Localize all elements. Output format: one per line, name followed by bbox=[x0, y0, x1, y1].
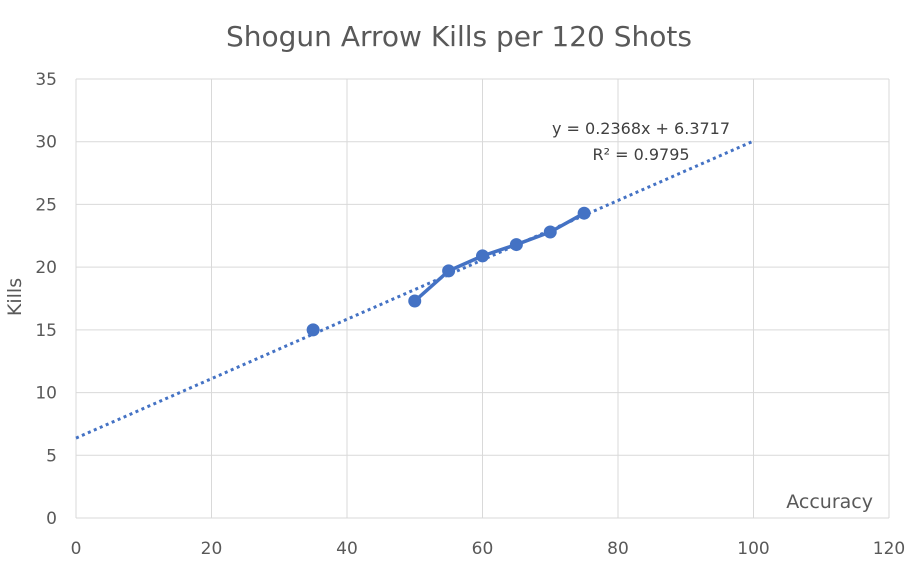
y-axis-tick-labels: 0 5 10 15 20 25 30 35 bbox=[35, 70, 57, 529]
x-tick-label: 100 bbox=[737, 539, 769, 559]
x-axis-tick-labels: 0 20 40 60 80 100 120 bbox=[71, 539, 906, 559]
y-tick-label: 0 bbox=[46, 509, 57, 529]
y-tick-label: 35 bbox=[35, 70, 57, 90]
y-tick-label: 5 bbox=[46, 446, 57, 466]
data-point bbox=[442, 264, 456, 278]
y-tick-label: 20 bbox=[35, 258, 57, 278]
trendline-r-squared-label: R² = 0.9795 bbox=[592, 145, 689, 164]
x-tick-label: 60 bbox=[472, 539, 494, 559]
x-tick-label: 120 bbox=[873, 539, 905, 559]
linear-trendline bbox=[75, 139, 755, 440]
gridlines bbox=[75, 78, 890, 519]
x-axis-label: Accuracy bbox=[786, 491, 873, 513]
data-point bbox=[543, 225, 557, 239]
x-tick-label: 0 bbox=[71, 539, 82, 559]
data-point bbox=[476, 249, 489, 263]
data-point bbox=[577, 206, 591, 220]
y-tick-label: 15 bbox=[35, 321, 57, 341]
y-axis-label: Kills bbox=[4, 278, 26, 316]
data-point bbox=[509, 238, 523, 252]
x-tick-label: 40 bbox=[336, 539, 358, 559]
series-line bbox=[413, 211, 585, 303]
data-point bbox=[408, 294, 422, 308]
x-tick-label: 20 bbox=[201, 539, 223, 559]
chart-title: Shogun Arrow Kills per 120 Shots bbox=[226, 20, 692, 53]
y-tick-label: 25 bbox=[35, 195, 57, 215]
y-tick-label: 10 bbox=[35, 384, 57, 404]
trendline-equation-label: y = 0.2368x + 6.3717 bbox=[552, 119, 730, 138]
trendline-layer bbox=[75, 139, 755, 440]
data-point bbox=[306, 323, 320, 337]
series-layer bbox=[306, 206, 591, 337]
y-tick-label: 30 bbox=[35, 133, 57, 153]
x-tick-label: 80 bbox=[607, 539, 629, 559]
